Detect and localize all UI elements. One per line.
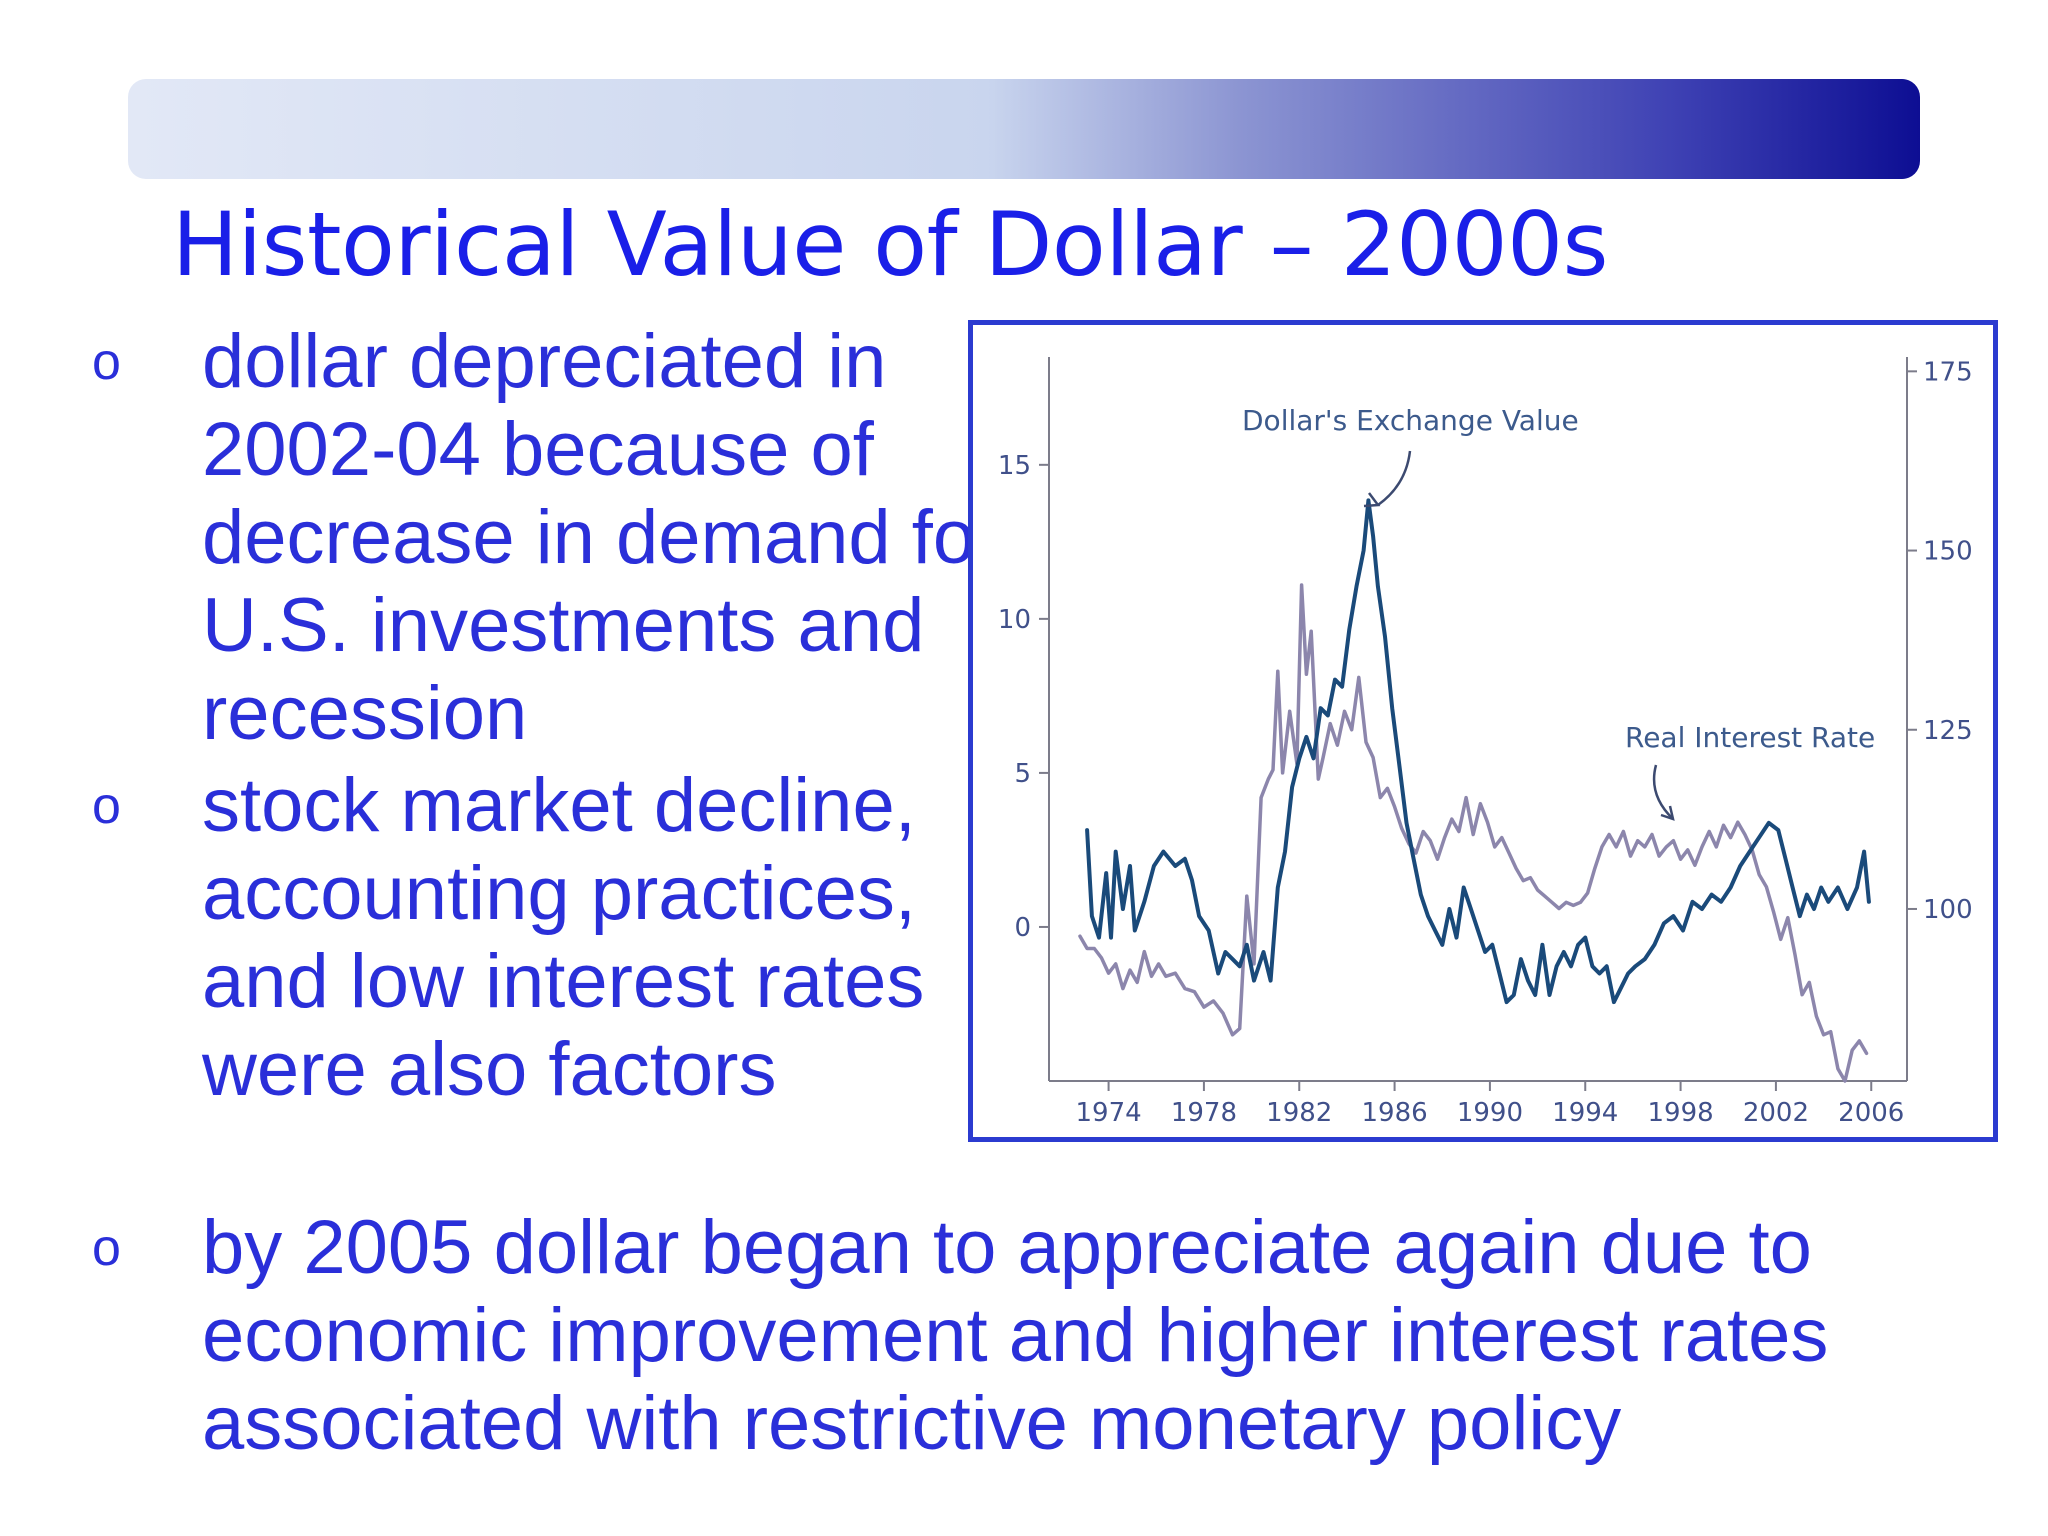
right-tick-label: 100	[1923, 895, 1973, 925]
annotation-dollar-exchange-value: Dollar's Exchange Value	[1242, 404, 1579, 437]
x-tick-label: 2002	[1743, 1098, 1809, 1128]
right-tick-label: 150	[1923, 537, 1973, 567]
title-gradient-bar	[128, 79, 1920, 179]
bullet-text: dollar depreciated in 2002-04 because of…	[202, 319, 1001, 756]
right-tick-label: 175	[1923, 357, 1973, 387]
x-tick-label: 1994	[1552, 1098, 1618, 1128]
left-tick-label: 0	[1014, 913, 1031, 943]
bullet-marker: o	[92, 1219, 121, 1277]
annotation-arrowhead-exchange	[1363, 492, 1381, 508]
left-tick-label: 10	[998, 605, 1031, 635]
x-tick-label: 1974	[1075, 1098, 1141, 1128]
x-tick-label: 1978	[1171, 1098, 1237, 1128]
bullet-marker: o	[92, 777, 121, 835]
annotation-real-interest-rate: Real Interest Rate	[1625, 721, 1875, 754]
left-tick-label: 5	[1014, 759, 1031, 789]
x-tick-label: 1990	[1457, 1098, 1523, 1128]
x-tick-label: 1998	[1647, 1098, 1713, 1128]
slide-title: Historical Value of Dollar – 2000s	[172, 193, 1608, 296]
left-tick-label: 15	[998, 451, 1031, 481]
exchange-value-line	[1085, 498, 1871, 1005]
annotation-arrow-rate	[1652, 764, 1674, 820]
x-tick-label: 2006	[1838, 1098, 1904, 1128]
bullet-text: stock market decline, accounting practic…	[202, 763, 925, 1112]
bullet-text: by 2005 dollar began to appreciate again…	[202, 1205, 1829, 1466]
bullet-marker: o	[92, 333, 121, 391]
real-interest-rate-line	[1078, 583, 1869, 1083]
annotation-arrow-exchange	[1377, 450, 1412, 507]
x-tick-label: 1986	[1361, 1098, 1427, 1128]
line-chart: 1974 1978 1982 1986 1990 1994 1998 2002 2006 0 5 10…	[998, 357, 1973, 1128]
chart-frame: 1974 1978 1982 1986 1990 1994 1998 2002 2006 0 5 10…	[968, 320, 1998, 1142]
right-tick-label: 125	[1923, 716, 1973, 746]
x-tick-label: 1982	[1266, 1098, 1332, 1128]
annotation-arrowhead-rate	[1660, 805, 1675, 821]
